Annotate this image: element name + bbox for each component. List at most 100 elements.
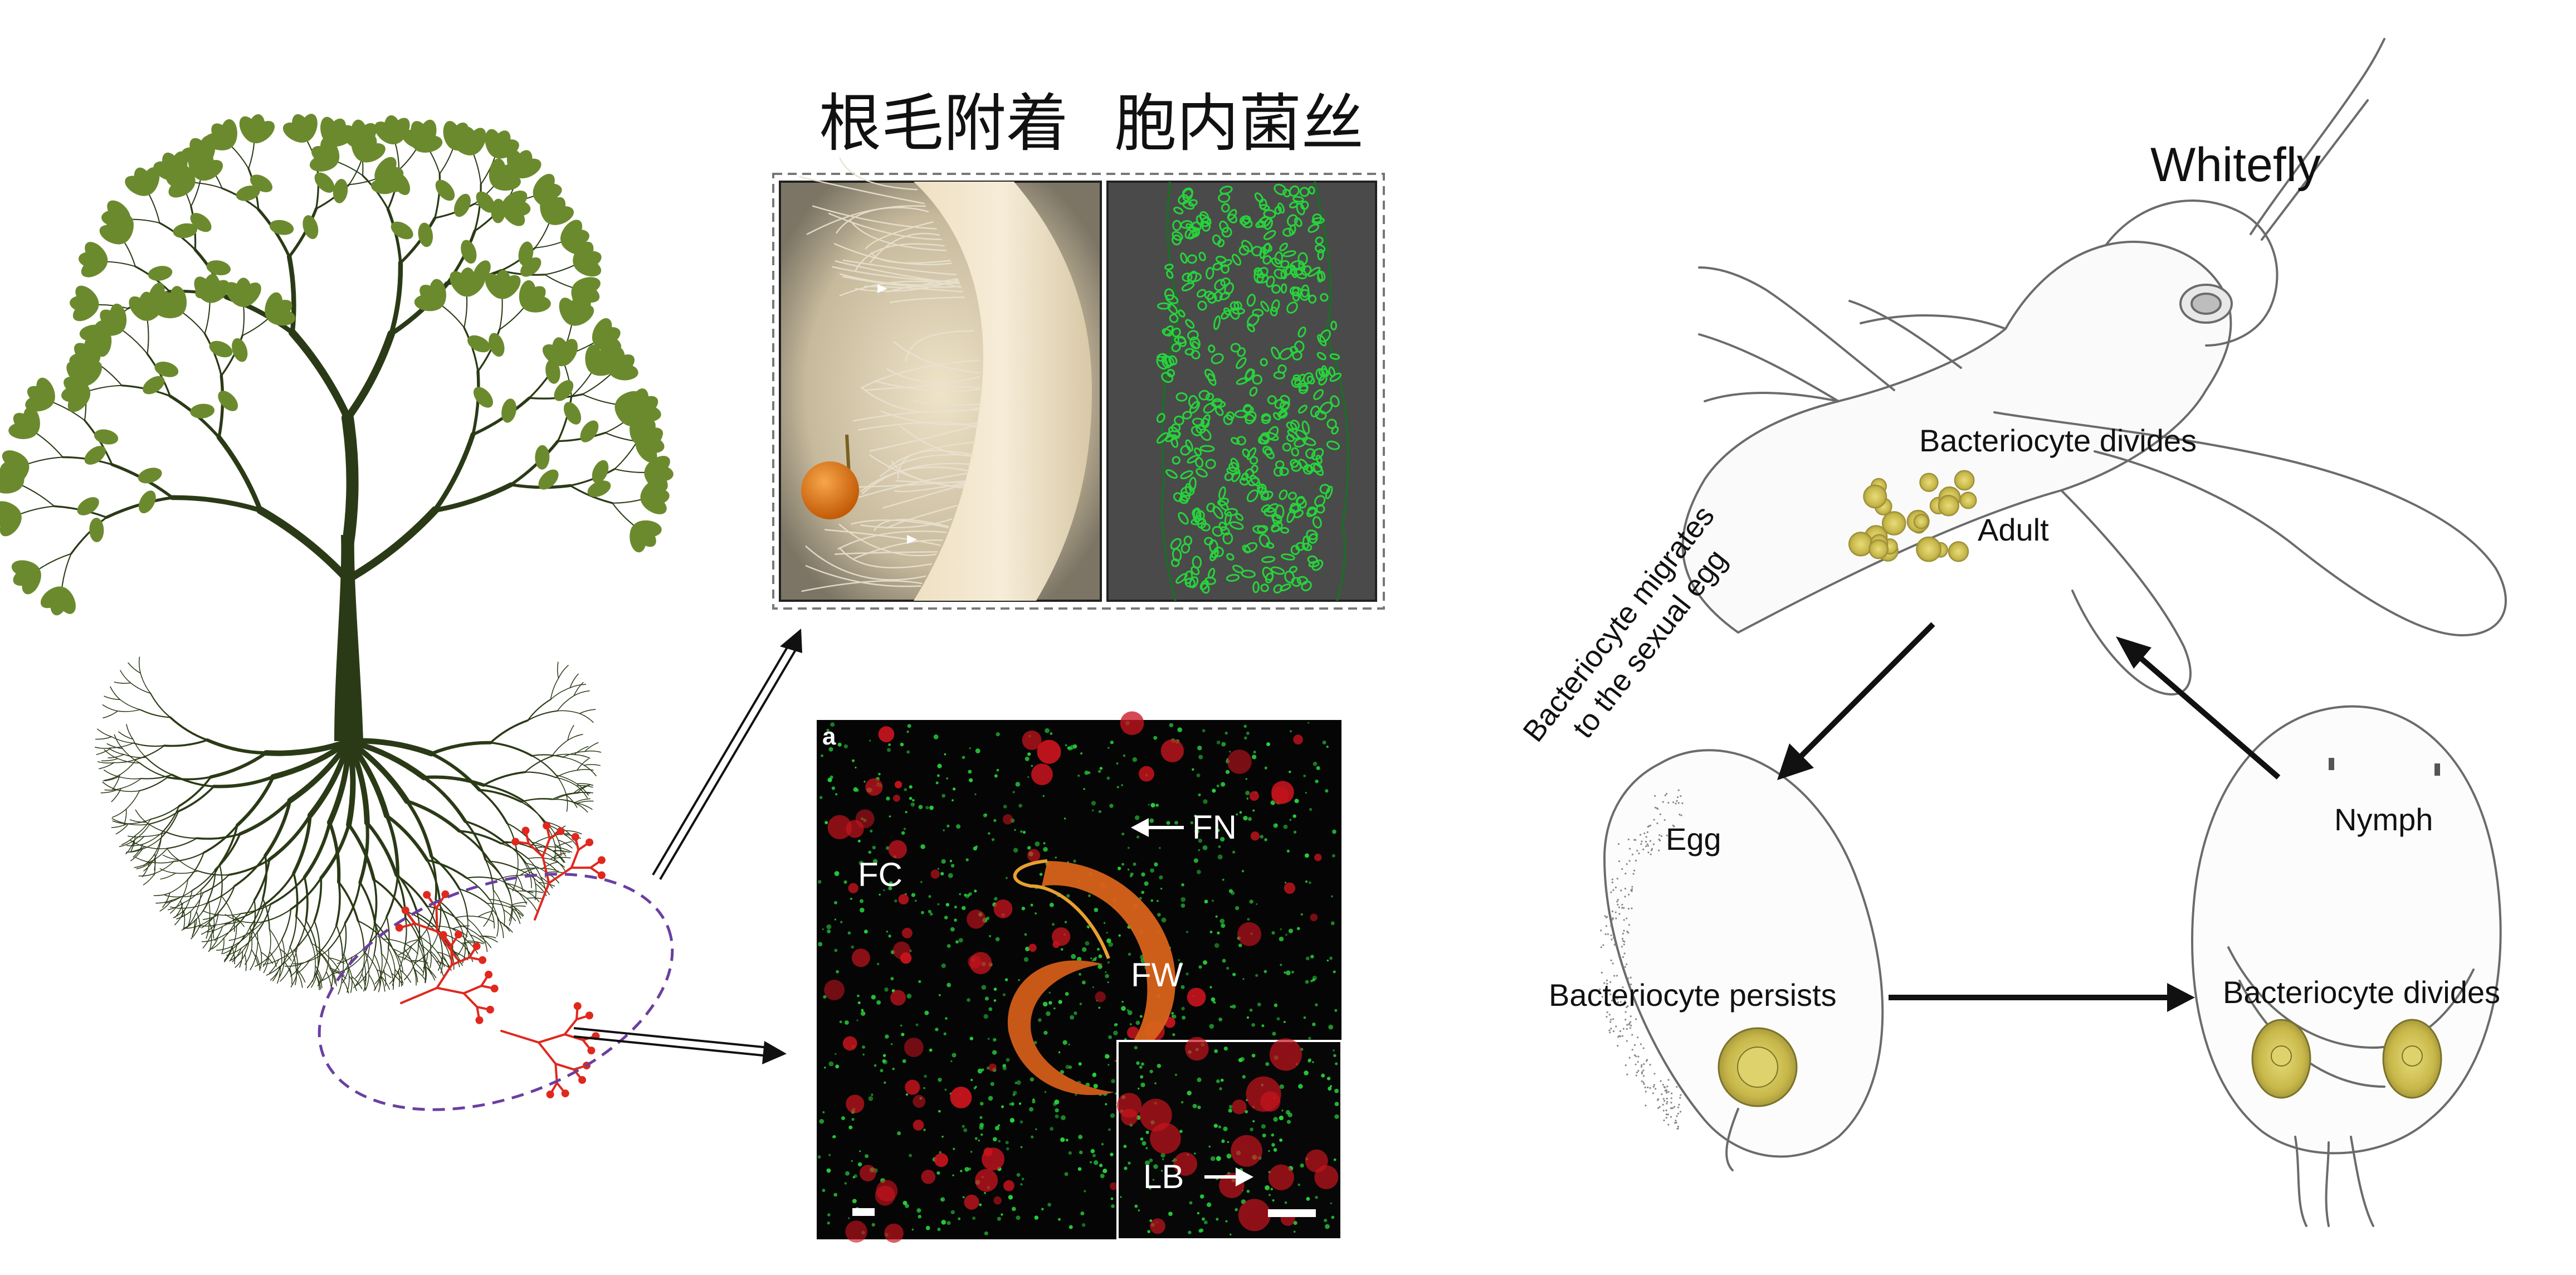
green-signal xyxy=(1105,971,1107,974)
green-hypha-coil xyxy=(1246,489,1259,503)
green-hypha-coil xyxy=(1260,490,1274,501)
tree-root xyxy=(99,762,115,770)
egg-stipple-dot xyxy=(1611,910,1614,912)
root-hair xyxy=(869,232,940,264)
tree-leaf xyxy=(107,200,131,225)
tree-root xyxy=(272,966,281,981)
green-signal xyxy=(1268,1194,1271,1196)
green-signal xyxy=(1194,814,1197,817)
green-signal xyxy=(889,881,893,885)
egg-stipple-dot xyxy=(1667,801,1670,804)
green-signal xyxy=(904,788,907,791)
tree-root xyxy=(241,932,258,949)
tree-root xyxy=(114,734,123,750)
green-signal xyxy=(1203,799,1208,804)
green-signal xyxy=(1081,980,1086,985)
green-signal xyxy=(959,893,962,896)
green-signal xyxy=(1181,1006,1185,1011)
green-signal xyxy=(1065,992,1069,996)
green-signal xyxy=(941,1135,944,1138)
green-signal xyxy=(1335,1062,1338,1065)
green-signal xyxy=(1334,1114,1339,1119)
green-signal xyxy=(950,1060,953,1063)
green-signal xyxy=(1009,1118,1015,1123)
root-hair xyxy=(860,386,980,413)
tree-branch xyxy=(286,254,296,335)
green-signal xyxy=(1090,957,1092,960)
red-lipid-body xyxy=(1002,814,1013,825)
tree-root xyxy=(269,928,281,950)
green-signal xyxy=(1018,979,1021,981)
green-signal xyxy=(1141,1141,1146,1146)
green-signal xyxy=(925,806,929,810)
tree-leaf xyxy=(545,359,560,384)
green-signal xyxy=(818,942,823,947)
tree-root xyxy=(212,916,215,934)
red-lipid-body xyxy=(1271,781,1294,804)
hypha-segment xyxy=(450,945,453,966)
root-hair xyxy=(837,531,947,550)
egg-stipple-dot xyxy=(1673,825,1675,828)
red-lipid-body xyxy=(1314,854,1322,862)
green-hypha-coil xyxy=(1306,529,1318,541)
green-signal xyxy=(974,793,977,796)
green-signal xyxy=(1161,917,1167,923)
tree-root xyxy=(426,859,468,879)
green-signal xyxy=(1181,883,1184,887)
green-hypha-coil xyxy=(1246,294,1256,307)
green-signal xyxy=(828,1154,831,1156)
red-lipid-body xyxy=(1268,1164,1294,1190)
egg-stipple-dot xyxy=(1599,989,1601,991)
green-signal xyxy=(1197,1105,1201,1109)
tree-root xyxy=(262,898,270,930)
green-signal xyxy=(994,774,998,778)
tree-root xyxy=(365,974,369,991)
tree-leaf xyxy=(190,403,215,418)
tree-root xyxy=(579,709,596,714)
tree-leaf xyxy=(138,468,162,484)
arrow-nymph-to-adult xyxy=(2131,650,2281,780)
green-signal xyxy=(1083,788,1085,790)
tree-branch xyxy=(85,385,123,393)
green-hypha-coil xyxy=(1272,412,1281,421)
tree-branch xyxy=(23,456,64,466)
green-signal xyxy=(1093,957,1097,961)
green-signal xyxy=(1220,836,1225,842)
green-hypha-coil xyxy=(1227,213,1237,223)
tree-root xyxy=(112,820,129,824)
tree-branch xyxy=(344,330,396,422)
tree-root xyxy=(359,881,377,924)
green-signal xyxy=(1157,1064,1162,1068)
green-hypha-coil xyxy=(1264,448,1275,459)
tree-root xyxy=(197,870,230,876)
egg-stipple-dot xyxy=(1612,889,1614,891)
tree-leaf xyxy=(269,220,294,235)
green-hypha-coil xyxy=(1305,448,1316,459)
green-signal xyxy=(1135,1020,1140,1025)
nymph-bacteriocyte-divides: Bacteriocyte divides xyxy=(2223,975,2500,1010)
egg-stipple-dot xyxy=(1627,977,1629,980)
green-hypha-coil xyxy=(1203,402,1216,414)
tree-root xyxy=(159,868,176,874)
tree-root xyxy=(174,902,184,918)
title-root-hair-attachment: 根毛附着 xyxy=(819,87,1069,160)
green-signal xyxy=(1326,745,1329,748)
tree-root xyxy=(119,758,137,776)
tree-root xyxy=(499,921,504,938)
green-signal xyxy=(1058,1051,1061,1054)
egg-stipple-dot xyxy=(1643,1063,1645,1065)
green-signal xyxy=(1187,1091,1192,1096)
tree-root xyxy=(554,844,567,857)
tree-leaf xyxy=(521,295,551,313)
tree-root xyxy=(420,936,425,960)
green-signal xyxy=(1012,1206,1016,1211)
hypha-segment xyxy=(462,992,479,1009)
green-signal xyxy=(979,1122,984,1127)
egg-stipple-dot xyxy=(1606,982,1608,985)
green-signal xyxy=(1203,1220,1208,1224)
green-hypha-coil xyxy=(1191,566,1200,576)
tree-root xyxy=(505,883,528,892)
egg-stipple-dot xyxy=(1647,1086,1649,1088)
tree-root xyxy=(249,904,265,933)
green-signal xyxy=(1221,742,1226,747)
